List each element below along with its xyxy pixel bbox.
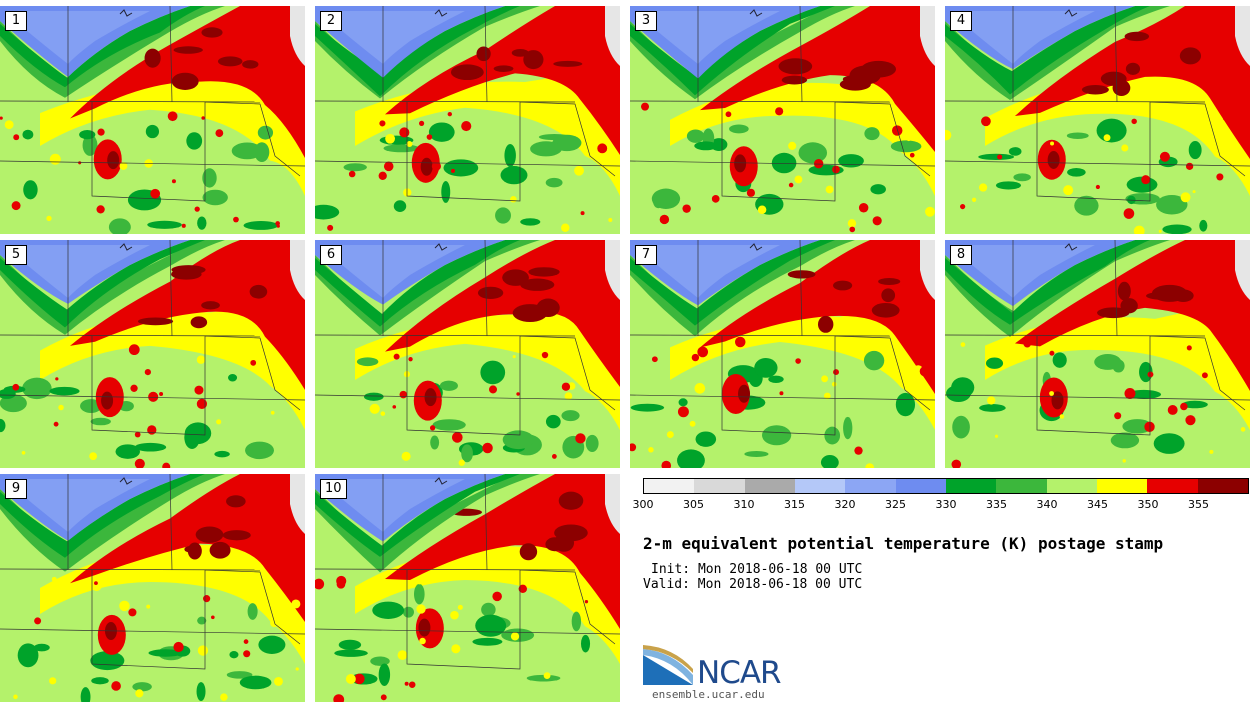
stamp-panel-2: 2 (315, 6, 620, 234)
stamp-label: 4 (950, 11, 972, 31)
stamp-panel-5: 5 (0, 240, 305, 468)
legend-tick-label: 315 (784, 498, 805, 511)
stamp-label: 3 (635, 11, 657, 31)
legend-swatch (1197, 479, 1248, 493)
stamp-label: 7 (635, 245, 657, 265)
legend-tick-label: 305 (683, 498, 704, 511)
legend-swatch (694, 479, 745, 493)
map-10 (315, 474, 620, 702)
legend-ticks: 300 305 310 315 320 325 330 335 340 345 350 355 (633, 498, 1249, 514)
stamp-panel-6: 6 (315, 240, 620, 468)
legend-tick-label: 325 (885, 498, 906, 511)
legend-swatch (644, 479, 695, 493)
legend-swatch (996, 479, 1047, 493)
stamp-panel-3: 3 (630, 6, 935, 234)
map-6 (315, 240, 620, 468)
stamp-panel-8: 8 (945, 240, 1250, 468)
legend-swatch (794, 479, 846, 493)
map-9 (0, 474, 305, 702)
legend-tick-label: 310 (733, 498, 755, 511)
ncar-wordmark: NCAR (697, 655, 782, 691)
stamp-panel-7: 7 (630, 240, 935, 468)
stamp-label: 6 (320, 245, 342, 265)
map-1 (0, 6, 305, 234)
legend-tick-label: 340 (1036, 498, 1058, 511)
stamp-panel-1: 1 (0, 6, 305, 234)
ncar-logo-icon (643, 645, 693, 685)
map-8 (945, 240, 1250, 468)
init-time: Init: Mon 2018-06-18 00 UTC (651, 562, 863, 577)
legend-swatch (895, 479, 946, 493)
stamp-label: 9 (5, 479, 27, 499)
legend-swatch (945, 479, 997, 493)
site-url: ensemble.ucar.edu (652, 688, 765, 701)
map-3 (630, 6, 935, 234)
color-legend (643, 478, 1249, 494)
legend-tick-label: 320 (834, 498, 856, 511)
legend-tick-label: 355 (1188, 498, 1209, 511)
stamp-panel-4: 4 (945, 6, 1250, 234)
legend-swatch (845, 479, 896, 493)
map-2 (315, 6, 620, 234)
legend-tick-label: 345 (1087, 498, 1108, 511)
stamp-label: 10 (320, 479, 347, 499)
stamp-label: 5 (5, 245, 27, 265)
stamp-label: 8 (950, 245, 972, 265)
legend-tick-label: 300 (632, 498, 654, 511)
stamp-panel-10: 10 (315, 474, 620, 702)
map-7 (630, 240, 935, 468)
legend-tick-label: 350 (1137, 498, 1159, 511)
plot-title: 2-m equivalent potential temperature (K)… (643, 534, 1164, 553)
legend-swatch (744, 479, 795, 493)
stamp-label: 1 (5, 11, 27, 31)
stamp-panel-9: 9 (0, 474, 305, 702)
valid-time: Valid: Mon 2018-06-18 00 UTC (643, 577, 863, 592)
legend-swatch (1147, 479, 1198, 493)
map-5 (0, 240, 305, 468)
legend-swatch (1046, 479, 1097, 493)
legend-tick-label: 330 (935, 498, 957, 511)
legend-swatch (1096, 479, 1148, 493)
legend-tick-label: 335 (986, 498, 1007, 511)
map-4 (945, 6, 1250, 234)
stamp-label: 2 (320, 11, 342, 31)
